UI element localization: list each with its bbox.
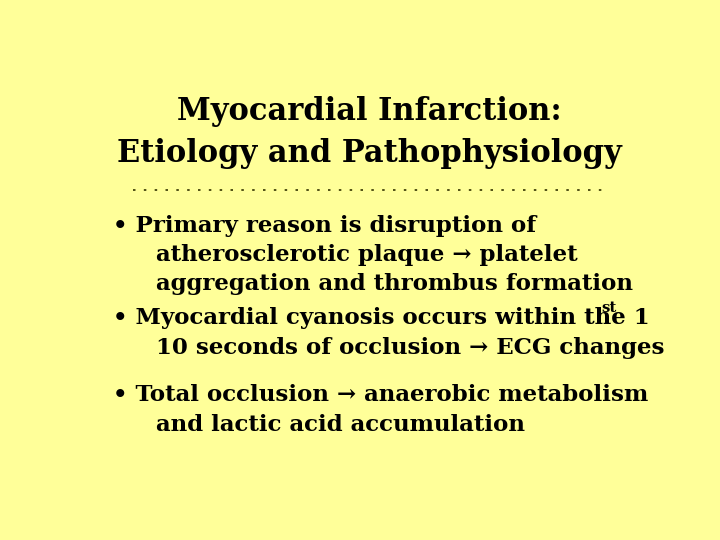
Text: and lactic acid accumulation: and lactic acid accumulation: [156, 414, 525, 436]
Text: • Primary reason is disruption of: • Primary reason is disruption of: [113, 215, 536, 237]
Text: 10 seconds of occlusion → ECG changes: 10 seconds of occlusion → ECG changes: [156, 336, 665, 359]
Text: • Myocardial cyanosis occurs within the 1: • Myocardial cyanosis occurs within the …: [113, 307, 650, 329]
Text: Etiology and Pathophysiology: Etiology and Pathophysiology: [117, 138, 621, 169]
Text: aggregation and thrombus formation: aggregation and thrombus formation: [156, 273, 633, 295]
Text: • Total occlusion → anaerobic metabolism: • Total occlusion → anaerobic metabolism: [113, 384, 649, 407]
Text: Myocardial Infarction:: Myocardial Infarction:: [176, 96, 562, 126]
Text: atherosclerotic plaque → platelet: atherosclerotic plaque → platelet: [156, 244, 577, 266]
Text: st: st: [601, 301, 617, 315]
